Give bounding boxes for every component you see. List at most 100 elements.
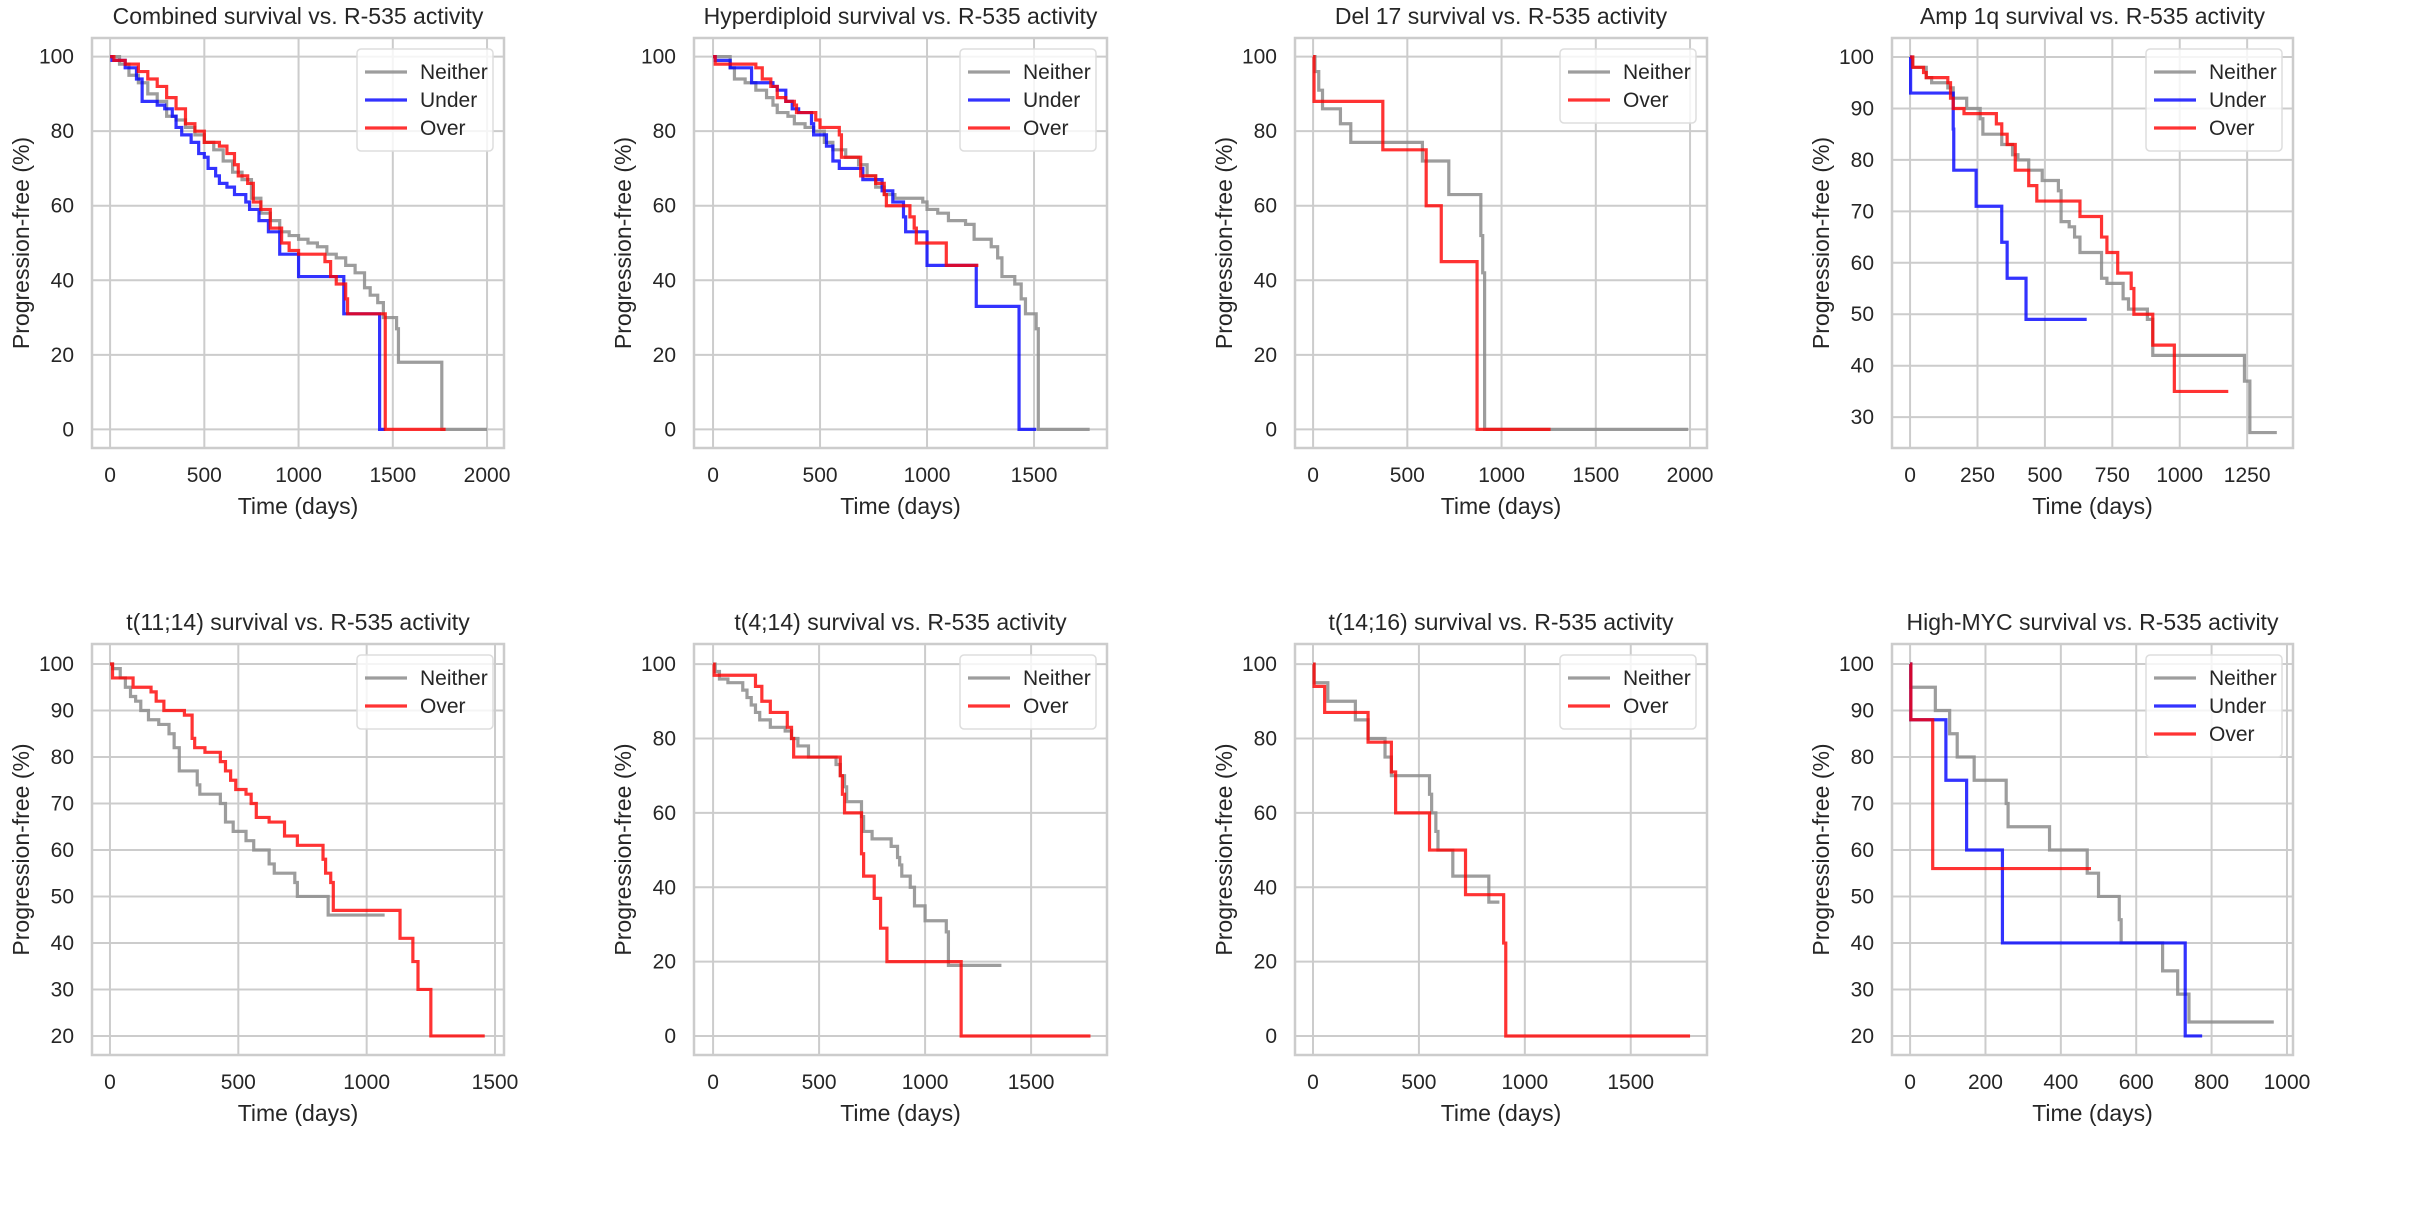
y-tick-label: 40: [1851, 932, 1874, 955]
legend: Neither Over: [959, 654, 1097, 730]
x-tick-label: 1000: [1478, 464, 1525, 487]
y-tick-label: 100: [39, 46, 74, 69]
x-tick-label: 800: [2194, 1071, 2229, 1094]
x-tick-label: 500: [1401, 1071, 1436, 1094]
y-tick-label: 60: [1851, 252, 1874, 275]
y-tick-label: 40: [51, 932, 74, 955]
x-tick-label: 200: [1968, 1071, 2003, 1094]
legend-label: Neither: [1023, 61, 1091, 84]
legend-label: Over: [1623, 695, 1669, 718]
y-tick-label: 90: [51, 699, 74, 722]
x-tick-label: 250: [1960, 464, 1995, 487]
chart-title: t(14;16) survival vs. R-535 activity: [1328, 609, 1674, 635]
axes-frame: [1890, 642, 2295, 1057]
x-tick-label: 1000: [1501, 1071, 1548, 1094]
y-tick-label: 20: [1254, 951, 1277, 974]
y-tick-label: 100: [1839, 46, 1874, 69]
y-tick-label: 90: [1851, 97, 1874, 120]
legend-label: Under: [2209, 89, 2266, 112]
y-tick-label: 70: [51, 792, 74, 815]
y-tick-label: 70: [1851, 200, 1874, 223]
subplot-4: 0 500 1000 1500 20 30 40 50 60 70 80 90 100 t(11;14) …: [8, 609, 518, 1126]
y-tick-label: 60: [1851, 839, 1874, 862]
legend-label: Under: [1023, 89, 1080, 112]
y-tick-label: 0: [1265, 1025, 1277, 1048]
y-axis-label: Progression-free (%): [1211, 137, 1237, 349]
series-over-line: [1312, 55, 1551, 431]
series-over-line: [713, 55, 979, 267]
x-axis-label: Time (days): [840, 493, 961, 519]
y-tick-label: 100: [1242, 653, 1277, 676]
y-tick-label: 80: [51, 746, 74, 769]
y-tick-label: 60: [653, 195, 676, 218]
x-tick-label: 500: [221, 1071, 256, 1094]
x-tick-label: 600: [2119, 1071, 2154, 1094]
axes-frame: [90, 642, 506, 1057]
y-tick-label: 20: [51, 344, 74, 367]
legend-label: Over: [2209, 723, 2255, 746]
series-over-line: [1910, 55, 2229, 394]
legend: Neither Over: [356, 654, 494, 730]
y-tick-label: 60: [1254, 802, 1277, 825]
y-tick-label: 20: [1254, 344, 1277, 367]
series-over-line: [712, 662, 1091, 1038]
subplot-1: 0 500 1000 1500 0 20 40 60 80 100 Hyperdiploid sur…: [610, 3, 1109, 519]
y-tick-label: 100: [1242, 46, 1277, 69]
legend-label: Neither: [2209, 667, 2277, 690]
x-tick-label: 1500: [472, 1071, 519, 1094]
x-axis-label: Time (days): [1441, 493, 1562, 519]
x-axis-label: Time (days): [840, 1100, 961, 1126]
y-tick-label: 40: [1851, 355, 1874, 378]
x-tick-label: 1250: [2224, 464, 2271, 487]
axes-frame: [90, 36, 506, 450]
series-under-line: [110, 55, 386, 431]
x-tick-label: 1500: [369, 464, 416, 487]
y-tick-label: 0: [1265, 418, 1277, 441]
legend-frame: [959, 48, 1097, 152]
y-tick-label: 0: [664, 1025, 676, 1048]
y-tick-label: 60: [51, 195, 74, 218]
y-tick-label: 40: [653, 269, 676, 292]
series-neither-line: [1910, 55, 2277, 435]
subplot-2: 0 500 1000 1500 2000 0 20 40 60 80 100 Del 17 survi…: [1211, 3, 1713, 519]
subplot-0: 0 500 1000 1500 2000 0 20 40 60 80 100 Combined sur…: [8, 3, 510, 519]
legend-frame: [959, 654, 1097, 730]
y-tick-label: 40: [1254, 876, 1277, 899]
y-tick-label: 100: [1839, 653, 1874, 676]
axes-frame: [1890, 36, 2295, 450]
y-tick-label: 20: [51, 1025, 74, 1048]
x-tick-label: 0: [1307, 464, 1319, 487]
y-tick-label: 30: [51, 978, 74, 1001]
x-tick-label: 400: [2043, 1071, 2078, 1094]
x-tick-label: 1000: [2156, 464, 2203, 487]
y-tick-label: 60: [653, 802, 676, 825]
x-tick-label: 1000: [2264, 1071, 2311, 1094]
y-axis-label: Progression-free (%): [1211, 743, 1237, 955]
x-axis-label: Time (days): [238, 493, 359, 519]
chart-title: Del 17 survival vs. R-535 activity: [1335, 3, 1668, 29]
x-tick-label: 1000: [904, 464, 951, 487]
legend: Neither Over: [1559, 654, 1697, 730]
x-tick-label: 0: [707, 1071, 719, 1094]
x-tick-label: 0: [1904, 1071, 1916, 1094]
legend-label: Neither: [2209, 61, 2277, 84]
legend-frame: [2145, 48, 2283, 152]
subplot-6: 0 500 1000 1500 0 20 40 60 80 100 t(14;16) surviva…: [1211, 609, 1709, 1126]
x-tick-label: 0: [104, 1071, 116, 1094]
x-tick-label: 500: [802, 1071, 837, 1094]
x-tick-label: 0: [1904, 464, 1916, 487]
x-tick-label: 1000: [275, 464, 322, 487]
y-tick-label: 80: [51, 120, 74, 143]
legend-label: Under: [2209, 695, 2266, 718]
y-axis-label: Progression-free (%): [610, 137, 636, 349]
x-tick-label: 1500: [1607, 1071, 1654, 1094]
legend-label: Over: [420, 117, 466, 140]
x-tick-label: 500: [1390, 464, 1425, 487]
legend-frame: [356, 48, 494, 152]
x-tick-label: 500: [803, 464, 838, 487]
y-tick-label: 100: [39, 653, 74, 676]
axes-frame: [692, 36, 1109, 450]
y-tick-label: 50: [51, 885, 74, 908]
legend-frame: [1559, 654, 1697, 730]
